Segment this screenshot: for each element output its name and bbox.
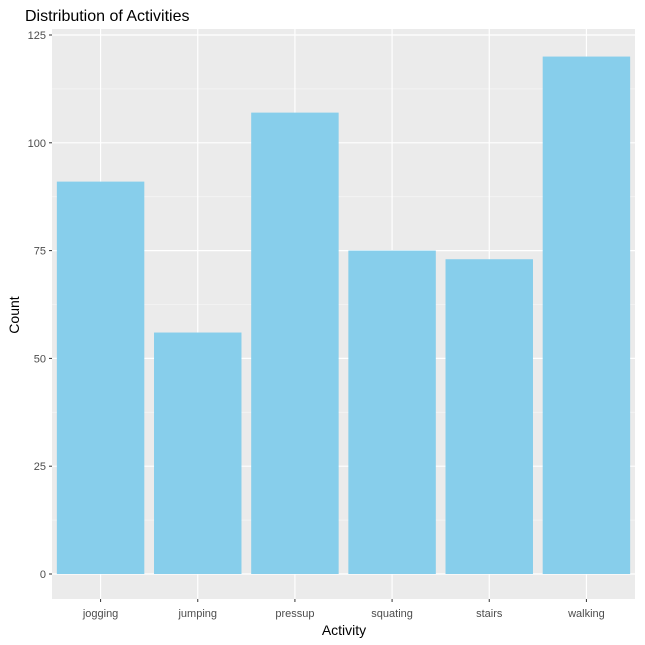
- bar-walking: [542, 56, 631, 575]
- x-axis-title: Activity: [322, 622, 366, 638]
- x-tick-label: walking: [567, 608, 605, 620]
- x-axis: jogging jumping pressup squating stairs walki…: [82, 599, 605, 620]
- x-tick-label: squating: [371, 608, 413, 620]
- y-tick-label: 125: [28, 30, 46, 42]
- y-tick-label: 0: [40, 569, 46, 581]
- y-tick-label: 50: [34, 353, 46, 365]
- x-tick-label: pressup: [275, 608, 314, 620]
- x-tick-label: jumping: [177, 608, 217, 620]
- y-axis-title: Count: [6, 296, 22, 333]
- y-tick-label: 25: [34, 461, 46, 473]
- x-tick-label: jogging: [82, 608, 118, 620]
- y-tick-label: 75: [34, 246, 46, 258]
- y-axis: 0 25 50 75 100 125: [28, 30, 52, 581]
- plot-panel: [52, 29, 635, 599]
- bar-stairs: [445, 259, 533, 574]
- chart-title: Distribution of Activities: [25, 8, 190, 25]
- bars: [56, 56, 631, 575]
- x-tick-label: stairs: [476, 608, 503, 620]
- bar-jumping: [154, 332, 242, 574]
- bar-jogging: [56, 181, 145, 574]
- bar-pressup: [251, 112, 339, 574]
- bar-squating: [348, 250, 436, 574]
- minor-gridlines: [52, 88, 635, 521]
- y-tick-label: 100: [28, 138, 46, 150]
